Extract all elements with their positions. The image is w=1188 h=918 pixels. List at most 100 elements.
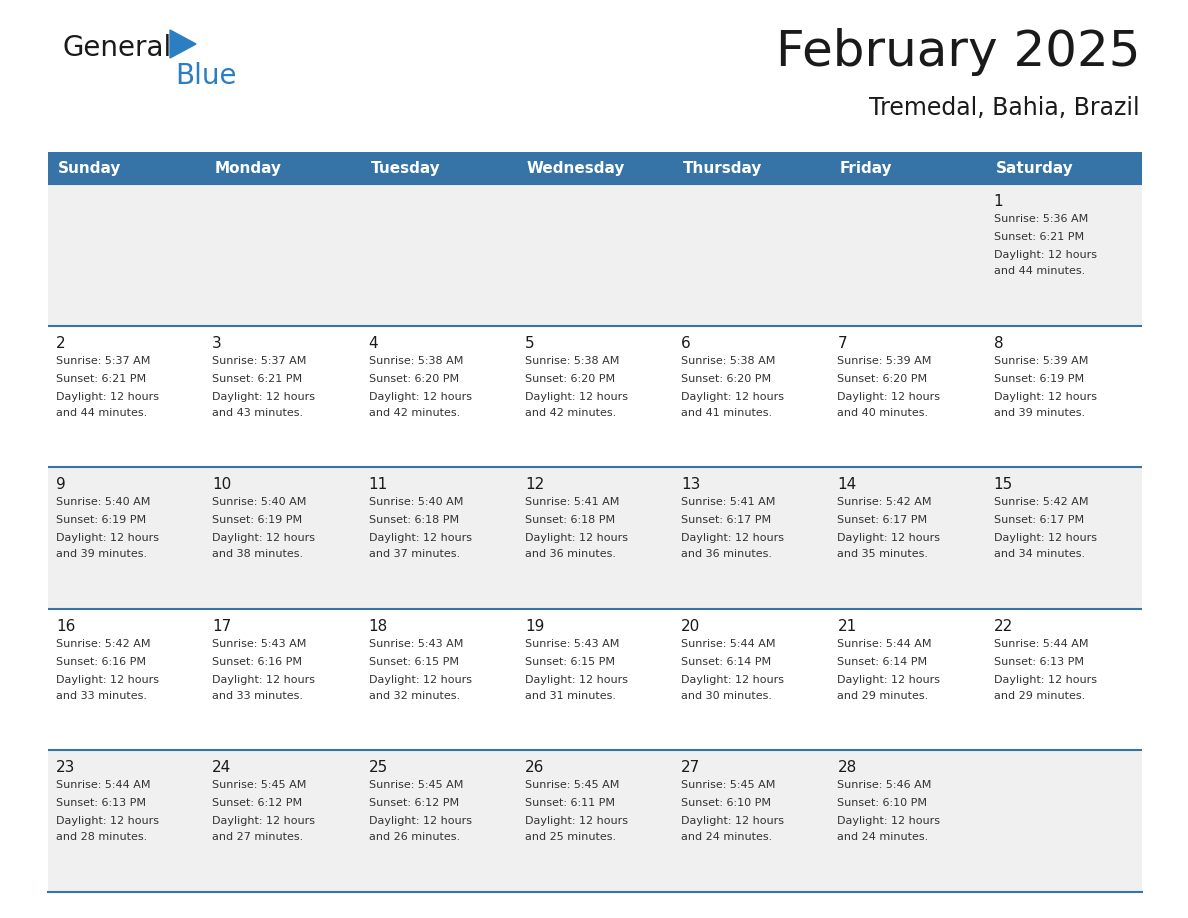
Text: Sunrise: 5:44 AM: Sunrise: 5:44 AM	[838, 639, 931, 649]
Text: Daylight: 12 hours: Daylight: 12 hours	[681, 533, 784, 543]
Text: 17: 17	[213, 619, 232, 633]
Text: 13: 13	[681, 477, 701, 492]
Text: Sunset: 6:15 PM: Sunset: 6:15 PM	[525, 656, 615, 666]
Text: 12: 12	[525, 477, 544, 492]
Text: and 34 minutes.: and 34 minutes.	[993, 549, 1085, 559]
Text: Sunset: 6:17 PM: Sunset: 6:17 PM	[681, 515, 771, 525]
Text: Sunset: 6:13 PM: Sunset: 6:13 PM	[56, 799, 146, 809]
Text: Sunrise: 5:37 AM: Sunrise: 5:37 AM	[56, 355, 151, 365]
Text: Daylight: 12 hours: Daylight: 12 hours	[56, 816, 159, 826]
Text: 9: 9	[56, 477, 65, 492]
Text: Daylight: 12 hours: Daylight: 12 hours	[525, 816, 627, 826]
Text: and 39 minutes.: and 39 minutes.	[993, 408, 1085, 418]
Text: Sunset: 6:21 PM: Sunset: 6:21 PM	[56, 374, 146, 384]
Text: Sunset: 6:19 PM: Sunset: 6:19 PM	[56, 515, 146, 525]
Text: Sunset: 6:10 PM: Sunset: 6:10 PM	[838, 799, 928, 809]
Text: Sunrise: 5:42 AM: Sunrise: 5:42 AM	[993, 498, 1088, 508]
Text: and 28 minutes.: and 28 minutes.	[56, 833, 147, 843]
Text: and 25 minutes.: and 25 minutes.	[525, 833, 617, 843]
Text: Sunrise: 5:45 AM: Sunrise: 5:45 AM	[525, 780, 619, 790]
Text: 23: 23	[56, 760, 75, 776]
Text: 2: 2	[56, 336, 65, 351]
Text: Sunrise: 5:40 AM: Sunrise: 5:40 AM	[56, 498, 151, 508]
Text: Daylight: 12 hours: Daylight: 12 hours	[368, 533, 472, 543]
Text: Sunset: 6:14 PM: Sunset: 6:14 PM	[681, 656, 771, 666]
Polygon shape	[170, 30, 196, 58]
Text: 11: 11	[368, 477, 387, 492]
Text: and 36 minutes.: and 36 minutes.	[681, 549, 772, 559]
Bar	[48, 152, 1142, 184]
Text: Sunrise: 5:39 AM: Sunrise: 5:39 AM	[993, 355, 1088, 365]
Text: Tremedal, Bahia, Brazil: Tremedal, Bahia, Brazil	[870, 96, 1140, 120]
Text: Sunset: 6:19 PM: Sunset: 6:19 PM	[213, 515, 303, 525]
Text: Thursday: Thursday	[683, 161, 763, 175]
Bar	[48, 326, 1142, 467]
Text: 14: 14	[838, 477, 857, 492]
Text: Sunrise: 5:41 AM: Sunrise: 5:41 AM	[681, 498, 776, 508]
Text: and 33 minutes.: and 33 minutes.	[56, 691, 147, 700]
Text: 8: 8	[993, 336, 1004, 351]
Bar	[48, 609, 1142, 750]
Text: Daylight: 12 hours: Daylight: 12 hours	[213, 533, 315, 543]
Text: Sunset: 6:20 PM: Sunset: 6:20 PM	[681, 374, 771, 384]
Text: Sunrise: 5:42 AM: Sunrise: 5:42 AM	[56, 639, 151, 649]
Text: Sunset: 6:19 PM: Sunset: 6:19 PM	[993, 374, 1083, 384]
Bar	[48, 467, 1142, 609]
Text: Sunset: 6:18 PM: Sunset: 6:18 PM	[525, 515, 615, 525]
Text: Sunset: 6:20 PM: Sunset: 6:20 PM	[368, 374, 459, 384]
Text: Daylight: 12 hours: Daylight: 12 hours	[56, 675, 159, 685]
Text: Daylight: 12 hours: Daylight: 12 hours	[525, 533, 627, 543]
Text: Daylight: 12 hours: Daylight: 12 hours	[56, 392, 159, 401]
Text: Daylight: 12 hours: Daylight: 12 hours	[213, 675, 315, 685]
Text: Sunset: 6:21 PM: Sunset: 6:21 PM	[213, 374, 303, 384]
Text: Tuesday: Tuesday	[371, 161, 441, 175]
Text: Sunrise: 5:43 AM: Sunrise: 5:43 AM	[368, 639, 463, 649]
Text: Sunset: 6:14 PM: Sunset: 6:14 PM	[838, 656, 928, 666]
Text: 25: 25	[368, 760, 387, 776]
Text: and 42 minutes.: and 42 minutes.	[368, 408, 460, 418]
Text: Sunrise: 5:40 AM: Sunrise: 5:40 AM	[368, 498, 463, 508]
Text: 5: 5	[525, 336, 535, 351]
Text: Sunset: 6:16 PM: Sunset: 6:16 PM	[56, 656, 146, 666]
Text: 7: 7	[838, 336, 847, 351]
Text: and 44 minutes.: and 44 minutes.	[993, 266, 1085, 276]
Text: Sunrise: 5:44 AM: Sunrise: 5:44 AM	[681, 639, 776, 649]
Text: Daylight: 12 hours: Daylight: 12 hours	[681, 675, 784, 685]
Text: Daylight: 12 hours: Daylight: 12 hours	[213, 816, 315, 826]
Text: 21: 21	[838, 619, 857, 633]
Text: and 26 minutes.: and 26 minutes.	[368, 833, 460, 843]
Text: Daylight: 12 hours: Daylight: 12 hours	[838, 675, 941, 685]
Text: 4: 4	[368, 336, 378, 351]
Text: Sunset: 6:17 PM: Sunset: 6:17 PM	[838, 515, 928, 525]
Text: and 39 minutes.: and 39 minutes.	[56, 549, 147, 559]
Text: and 27 minutes.: and 27 minutes.	[213, 833, 304, 843]
Text: and 24 minutes.: and 24 minutes.	[838, 833, 929, 843]
Text: Sunset: 6:18 PM: Sunset: 6:18 PM	[368, 515, 459, 525]
Bar	[48, 750, 1142, 892]
Text: Sunrise: 5:38 AM: Sunrise: 5:38 AM	[681, 355, 776, 365]
Text: General: General	[62, 34, 171, 62]
Text: Daylight: 12 hours: Daylight: 12 hours	[368, 675, 472, 685]
Text: and 40 minutes.: and 40 minutes.	[838, 408, 929, 418]
Text: 20: 20	[681, 619, 701, 633]
Text: and 36 minutes.: and 36 minutes.	[525, 549, 615, 559]
Text: and 32 minutes.: and 32 minutes.	[368, 691, 460, 700]
Text: Sunrise: 5:40 AM: Sunrise: 5:40 AM	[213, 498, 307, 508]
Text: Sunrise: 5:43 AM: Sunrise: 5:43 AM	[525, 639, 619, 649]
Text: 10: 10	[213, 477, 232, 492]
Text: Daylight: 12 hours: Daylight: 12 hours	[993, 250, 1097, 260]
Text: Sunrise: 5:44 AM: Sunrise: 5:44 AM	[993, 639, 1088, 649]
Text: and 30 minutes.: and 30 minutes.	[681, 691, 772, 700]
Text: Daylight: 12 hours: Daylight: 12 hours	[525, 392, 627, 401]
Text: Sunrise: 5:36 AM: Sunrise: 5:36 AM	[993, 214, 1088, 224]
Text: Sunrise: 5:46 AM: Sunrise: 5:46 AM	[838, 780, 931, 790]
Text: Daylight: 12 hours: Daylight: 12 hours	[213, 392, 315, 401]
Text: and 31 minutes.: and 31 minutes.	[525, 691, 615, 700]
Text: 27: 27	[681, 760, 701, 776]
Text: Sunset: 6:16 PM: Sunset: 6:16 PM	[213, 656, 302, 666]
Text: Daylight: 12 hours: Daylight: 12 hours	[525, 675, 627, 685]
Text: Sunrise: 5:42 AM: Sunrise: 5:42 AM	[838, 498, 931, 508]
Text: 16: 16	[56, 619, 75, 633]
Text: and 44 minutes.: and 44 minutes.	[56, 408, 147, 418]
Text: Sunrise: 5:43 AM: Sunrise: 5:43 AM	[213, 639, 307, 649]
